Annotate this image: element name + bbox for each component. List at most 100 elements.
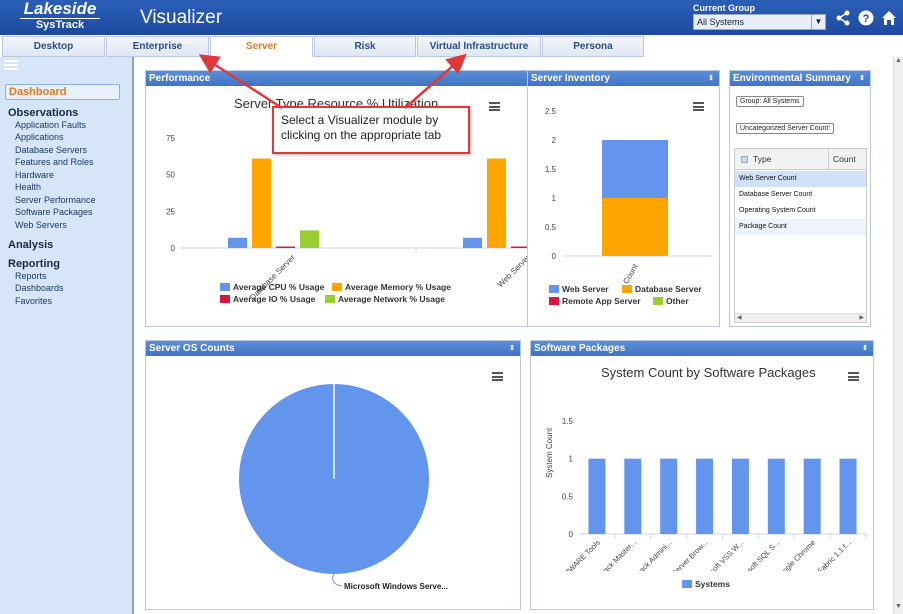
chart-menu-icon[interactable] [489, 102, 500, 111]
perf-legend-io-label: Average IO % Usage [233, 294, 316, 304]
perf-legend-memory[interactable]: Average Memory % Usage [332, 282, 451, 292]
logo-top: Lakeside [23, 0, 97, 18]
chart-menu-icon[interactable] [848, 372, 859, 381]
sidebar-item-dashboards[interactable]: Dashboards [15, 283, 64, 293]
software-packages-panel: Software Packages ⇕ System Count by Soft… [530, 340, 874, 610]
uncategorized-count-button[interactable]: Uncategorized Server Count: [736, 123, 835, 134]
sidebar-dashboard[interactable]: Dashboard [5, 84, 120, 100]
server-os-counts-panel: Server OS Counts ⇕ Microsoft Windows Ser… [145, 340, 521, 610]
y-tick-label: 0.5 [545, 223, 557, 232]
chart-menu-icon[interactable] [492, 372, 503, 381]
table-row[interactable]: Database Server Count [735, 187, 866, 203]
panel-pin-icon[interactable]: ⇕ [862, 345, 868, 352]
table-row[interactable]: Web Server Count [735, 171, 866, 187]
select-all-checkbox[interactable] [741, 156, 748, 163]
scroll-left-icon[interactable]: ◀ [737, 315, 742, 321]
reporting-title[interactable]: Reporting [8, 258, 60, 270]
sidebar-item-hardware[interactable]: Hardware [15, 170, 55, 180]
help-icon[interactable]: ? [858, 10, 874, 26]
tab-desktop[interactable]: Desktop [2, 36, 105, 57]
lakeside-logo: Lakeside SysTrack [20, 0, 100, 31]
chart-menu-icon[interactable] [693, 102, 704, 111]
table-row[interactable]: Package Count [735, 219, 866, 235]
horizontal-scrollbar[interactable]: ◀ ▶ [735, 313, 866, 322]
pie-slice-label: Microsoft Windows Serve... [344, 582, 448, 591]
y-tick-label: 50 [166, 171, 175, 180]
panel-pin-icon[interactable]: ⇕ [859, 75, 865, 82]
bar [624, 458, 642, 534]
pkg-legend-systems-label: Systems [695, 579, 730, 589]
bar [696, 458, 714, 534]
y-tick-label: 0.5 [562, 492, 574, 501]
instruction-callout: Select a Visualizer module by clicking o… [272, 106, 470, 154]
os-pie-chart: Microsoft Windows Serve... [239, 384, 448, 591]
inv-legend-other[interactable]: Other [653, 296, 689, 306]
group-filter-button[interactable]: Group: All Systems [736, 96, 804, 107]
current-group-label: Current Group [693, 3, 755, 13]
sidebar-item-reports[interactable]: Reports [15, 271, 47, 281]
panel-pin-icon[interactable]: ⇕ [509, 345, 515, 352]
scroll-right-icon[interactable]: ▶ [859, 315, 864, 321]
packages-panel-header: Software Packages ⇕ [531, 341, 873, 356]
inv-legend-web-label: Web Server [562, 284, 609, 294]
grid-header: Type Count [735, 149, 866, 170]
tab-risk[interactable]: Risk [314, 36, 416, 57]
current-group-select[interactable]: All Systems ▼ [693, 14, 826, 30]
panel-pin-icon[interactable]: ⇕ [708, 75, 714, 82]
y-tick-label: 1.5 [545, 165, 557, 174]
col-count[interactable]: Count [828, 149, 856, 170]
sidebar-item-applications[interactable]: Applications [15, 132, 64, 142]
menu-icon[interactable] [4, 60, 18, 72]
y-tick-label: 75 [166, 134, 175, 143]
perf-legend-network[interactable]: Average Network % Usage [325, 294, 445, 304]
tab-persona[interactable]: Persona [542, 36, 644, 57]
perf-legend-network-label: Average Network % Usage [338, 294, 445, 304]
perf-legend-cpu-label: Average CPU % Usage [233, 282, 325, 292]
app-title: Visualizer [140, 7, 223, 28]
y-tick-label: 0 [552, 252, 557, 261]
y-tick-label: 2.5 [545, 107, 557, 116]
main-scrollbar[interactable]: ▲ ▼ [893, 57, 903, 614]
sidebar-item-software-packages[interactable]: Software Packages [15, 207, 93, 217]
pkg-legend-systems[interactable]: Systems [682, 579, 730, 589]
sidebar-item-database-servers[interactable]: Database Servers [15, 145, 88, 155]
inv-legend-remote[interactable]: Remote App Server [549, 296, 641, 306]
sidebar-item-features-and-roles[interactable]: Features and Roles [15, 157, 94, 167]
sidebar-item-application-faults[interactable]: Application Faults [15, 120, 87, 130]
sidebar-item-favorites[interactable]: Favorites [15, 296, 53, 306]
chevron-down-icon[interactable]: ▼ [811, 15, 825, 29]
dashboard-area: Performance ⇕ Server Type Resource % Uti… [136, 57, 903, 614]
sidebar-item-health[interactable]: Health [15, 182, 42, 192]
tab-server[interactable]: Server [210, 36, 313, 57]
col-type[interactable]: Type [753, 154, 772, 164]
inventory-panel-title: Server Inventory [531, 73, 610, 84]
home-icon[interactable] [881, 10, 897, 26]
current-group-value: All Systems [697, 17, 745, 27]
inv-legend-database-label: Database Server [635, 284, 702, 294]
tab-enterprise[interactable]: Enterprise [106, 36, 209, 57]
y-tick-label: 1 [569, 455, 574, 464]
module-tabs: Desktop Enterprise Server Risk Virtual I… [0, 35, 903, 57]
sidebar-item-web-servers[interactable]: Web Servers [15, 220, 67, 230]
bar [300, 230, 319, 248]
table-row[interactable]: Operating System Count [735, 203, 866, 219]
os-panel-header: Server OS Counts ⇕ [146, 341, 520, 356]
scroll-down-icon[interactable]: ▼ [895, 603, 902, 610]
perf-legend-io[interactable]: Average IO % Usage [220, 294, 315, 304]
y-tick-label: 0 [569, 530, 574, 539]
y-tick-label: 25 [166, 207, 175, 216]
bar [228, 237, 247, 248]
inv-legend-web[interactable]: Web Server [549, 284, 609, 294]
environmental-summary-panel: Environmental Summary ⇕ Group: All Syste… [729, 70, 871, 327]
os-panel-title: Server OS Counts [149, 343, 235, 354]
tab-virtual-infrastructure[interactable]: Virtual Infrastructure [417, 36, 541, 57]
perf-legend-cpu[interactable]: Average CPU % Usage [220, 282, 324, 292]
share-icon[interactable] [835, 10, 851, 26]
packages-panel-title: Software Packages [534, 343, 626, 354]
environment-panel-header: Environmental Summary ⇕ [730, 71, 870, 86]
inv-legend-database[interactable]: Database Server [622, 284, 702, 294]
sidebar-item-server-performance[interactable]: Server Performance [15, 195, 96, 205]
observations-title[interactable]: Observations [8, 107, 79, 119]
scroll-up-icon[interactable]: ▲ [895, 57, 902, 64]
analysis-title[interactable]: Analysis [8, 239, 54, 251]
